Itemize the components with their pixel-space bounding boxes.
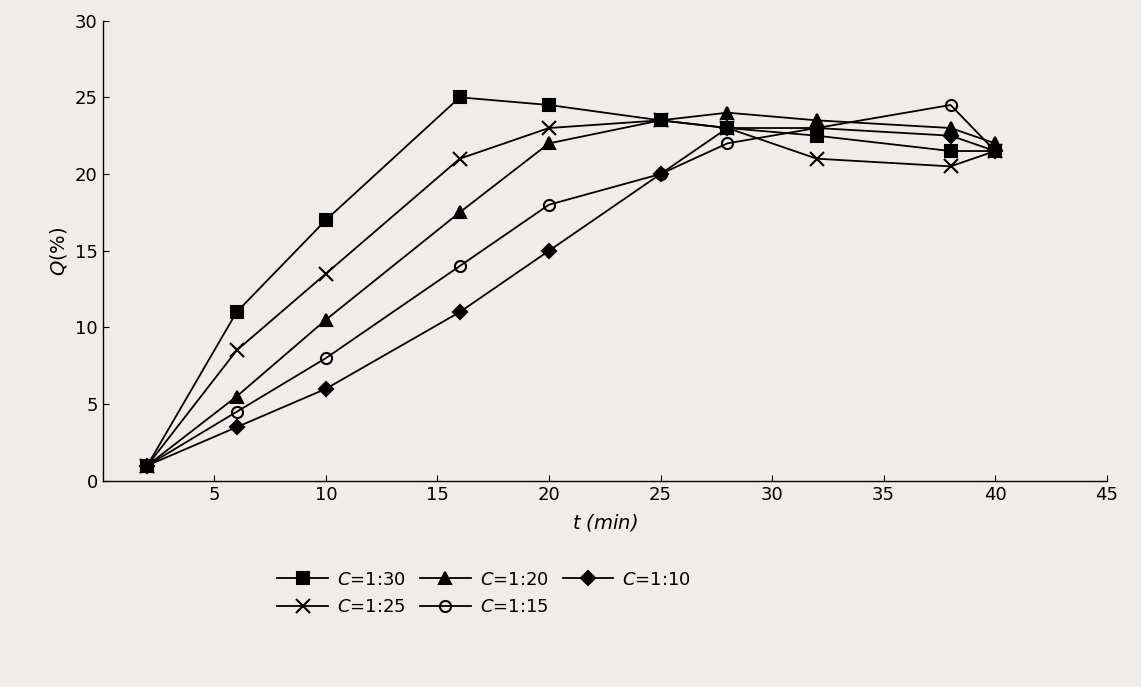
C=1:30 (721, 124, 735, 132)
C=1:10 (721, 124, 735, 132)
Line: C=1:20: C=1:20 (141, 107, 1001, 471)
C=1:15 (542, 201, 556, 209)
C=1:30 (542, 101, 556, 109)
C=1:10 (140, 462, 154, 470)
C=1:15 (140, 462, 154, 470)
C=1:10 (319, 385, 333, 393)
C=1:20 (542, 139, 556, 148)
C=1:30 (229, 308, 243, 316)
C=1:10 (229, 423, 243, 431)
C=1:25 (944, 162, 957, 170)
C=1:20 (944, 124, 957, 132)
C=1:15 (654, 170, 667, 178)
Line: C=1:15: C=1:15 (141, 100, 1001, 471)
C=1:30 (810, 132, 824, 140)
Line: C=1:30: C=1:30 (141, 92, 1001, 471)
C=1:15 (988, 147, 1002, 155)
C=1:10 (810, 124, 824, 132)
C=1:15 (810, 124, 824, 132)
C=1:10 (453, 308, 467, 316)
C=1:20 (654, 116, 667, 124)
C=1:20 (453, 208, 467, 216)
C=1:30 (988, 147, 1002, 155)
C=1:25 (453, 155, 467, 163)
Line: C=1:10: C=1:10 (143, 123, 1000, 471)
C=1:25 (654, 116, 667, 124)
Legend: $C$=1:30, $C$=1:25, $C$=1:20, $C$=1:15, $C$=1:10: $C$=1:30, $C$=1:25, $C$=1:20, $C$=1:15, … (270, 563, 698, 623)
C=1:25 (721, 124, 735, 132)
Y-axis label: $Q$(%) : $Q$(%) (48, 225, 70, 276)
X-axis label: $t$ (min): $t$ (min) (572, 512, 638, 533)
C=1:15 (453, 262, 467, 270)
C=1:25 (140, 462, 154, 470)
C=1:25 (229, 346, 243, 354)
C=1:15 (944, 101, 957, 109)
C=1:30 (944, 147, 957, 155)
C=1:20 (229, 392, 243, 401)
C=1:25 (319, 269, 333, 278)
C=1:20 (810, 116, 824, 124)
C=1:30 (654, 116, 667, 124)
C=1:10 (944, 132, 957, 140)
C=1:10 (542, 247, 556, 255)
Line: C=1:25: C=1:25 (140, 113, 1002, 473)
C=1:15 (721, 139, 735, 148)
C=1:15 (229, 407, 243, 416)
C=1:25 (542, 124, 556, 132)
C=1:15 (319, 354, 333, 362)
C=1:20 (319, 315, 333, 324)
C=1:20 (988, 139, 1002, 148)
C=1:30 (140, 462, 154, 470)
C=1:25 (988, 147, 1002, 155)
C=1:25 (810, 155, 824, 163)
C=1:10 (988, 147, 1002, 155)
C=1:30 (453, 93, 467, 102)
C=1:30 (319, 216, 333, 224)
C=1:10 (654, 170, 667, 178)
C=1:20 (721, 109, 735, 117)
C=1:20 (140, 462, 154, 470)
